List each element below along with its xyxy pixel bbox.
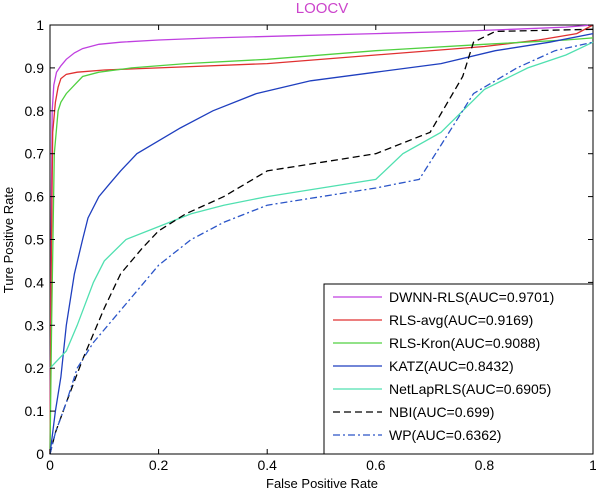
series-line-3	[49, 37, 594, 455]
series-line-7	[49, 41, 594, 455]
x-tick-label: 0.6	[366, 457, 386, 473]
legend-label-4: KATZ(AUC=0.8432)	[389, 358, 514, 374]
x-tick-label: 0	[46, 457, 54, 473]
legend-box	[323, 283, 594, 455]
y-tick-label: 0	[36, 446, 44, 462]
legend-label-1: DWNN-RLS(AUC=0.9701)	[389, 289, 554, 305]
x-axis-label: False Positive Rate	[266, 476, 378, 491]
y-tick-label: 0.6	[25, 189, 45, 205]
y-tick-label: 0.9	[25, 60, 45, 76]
y-tick-label: 1	[36, 17, 44, 33]
x-tick-label: 1	[589, 457, 596, 473]
x-tick-label: 0.4	[257, 457, 277, 473]
legend: DWNN-RLS(AUC=0.9701) RLS-avg(AUC=0.9169) R…	[323, 283, 594, 455]
x-tick-label: 0.8	[475, 457, 495, 473]
y-axis-ticks: 0 0.1 0.2 0.3 0.4 0.5 0.6 0.7 0.8 0.9 1	[25, 17, 593, 462]
x-axis-ticks: 0 0.2 0.4 0.6 0.8 1	[46, 25, 596, 473]
series-line-4	[49, 32, 594, 455]
series-line-1	[49, 24, 594, 455]
legend-label-7: WP(AUC=0.6362)	[389, 427, 501, 443]
y-tick-label: 0.4	[25, 274, 45, 290]
x-tick-label: 0.2	[149, 457, 169, 473]
y-axis-label: Ture Positive Rate	[1, 187, 16, 293]
series-layer	[49, 24, 594, 455]
chart-title: LOOCV	[296, 0, 349, 17]
legend-label-2: RLS-avg(AUC=0.9169)	[389, 312, 533, 328]
y-tick-label: 0.1	[25, 403, 45, 419]
legend-label-5: NetLapRLS(AUC=0.6905)	[389, 381, 551, 397]
y-tick-label: 0.3	[25, 317, 45, 333]
legend-label-6: NBI(AUC=0.699)	[389, 404, 494, 420]
y-tick-label: 0.2	[25, 360, 45, 376]
y-tick-label: 0.8	[25, 103, 45, 119]
legend-entries: DWNN-RLS(AUC=0.9701) RLS-avg(AUC=0.9169) R…	[333, 289, 554, 443]
series-line-5	[49, 41, 594, 369]
y-tick-label: 0.7	[25, 146, 45, 162]
y-tick-label: 0.5	[25, 232, 45, 248]
legend-label-3: RLS-Kron(AUC=0.9088)	[389, 335, 540, 351]
